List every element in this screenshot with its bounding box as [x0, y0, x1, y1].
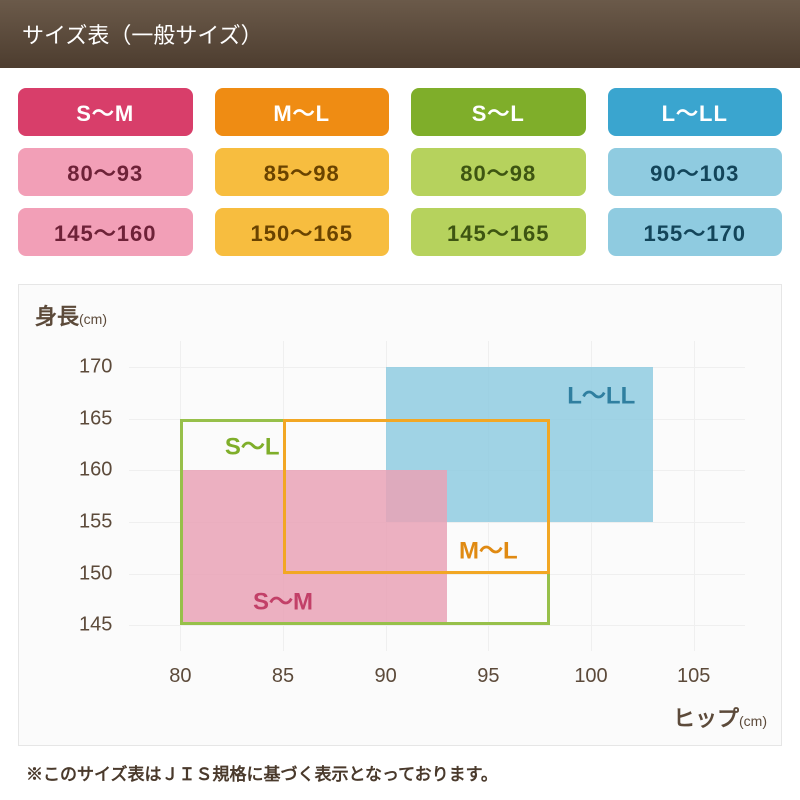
x-axis-title: ヒップ(cm) — [673, 701, 767, 733]
region-label-sl: S～L — [225, 427, 280, 462]
ytick-150: 150 — [79, 562, 112, 585]
ytick-160: 160 — [79, 459, 112, 482]
size-cell-sl-height: 145～165 — [411, 208, 586, 256]
size-header-sm: S～M — [18, 88, 193, 136]
ytick-170: 170 — [79, 355, 112, 378]
size-table: S～M M～L S～L L～LL 80～93 85～98 80～98 90～103 145～16… — [0, 68, 800, 266]
xtick-90: 90 — [375, 665, 397, 688]
xtick-85: 85 — [272, 665, 294, 688]
size-cell-sm-height: 145～160 — [18, 208, 193, 256]
size-cell-ml-height: 150～165 — [215, 208, 390, 256]
ytick-145: 145 — [79, 614, 112, 637]
size-cell-lll-hip: 90～103 — [608, 148, 783, 196]
size-header-sl: S～L — [411, 88, 586, 136]
size-header-ml: M～L — [215, 88, 390, 136]
plot-area: L～LLS～MS～LM～L — [129, 341, 745, 651]
region-label-ml: M～L — [459, 530, 518, 565]
xtick-100: 100 — [574, 665, 607, 688]
ytick-155: 155 — [79, 510, 112, 533]
size-chart: 身長(cm) L～LLS～MS～LM～L ヒップ(cm) 14515015516… — [18, 284, 782, 746]
title-bar: サイズ表（一般サイズ） — [0, 0, 800, 68]
xtick-80: 80 — [169, 665, 191, 688]
size-cell-sl-hip: 80～98 — [411, 148, 586, 196]
xtick-105: 105 — [677, 665, 710, 688]
size-cell-ml-hip: 85～98 — [215, 148, 390, 196]
size-grid: S～M M～L S～L L～LL 80～93 85～98 80～98 90～103 145～16… — [18, 88, 782, 256]
ytick-165: 165 — [79, 407, 112, 430]
footnote: ※このサイズ表はＪＩＳ規格に基づく表示となっております。 — [0, 754, 800, 785]
xtick-95: 95 — [477, 665, 499, 688]
page-title: サイズ表（一般サイズ） — [22, 23, 263, 48]
size-header-lll: L～LL — [608, 88, 783, 136]
size-cell-lll-height: 155～170 — [608, 208, 783, 256]
size-cell-sm-hip: 80～93 — [18, 148, 193, 196]
region-label-lll: L～LL — [567, 375, 635, 410]
y-axis-title: 身長(cm) — [35, 299, 107, 331]
